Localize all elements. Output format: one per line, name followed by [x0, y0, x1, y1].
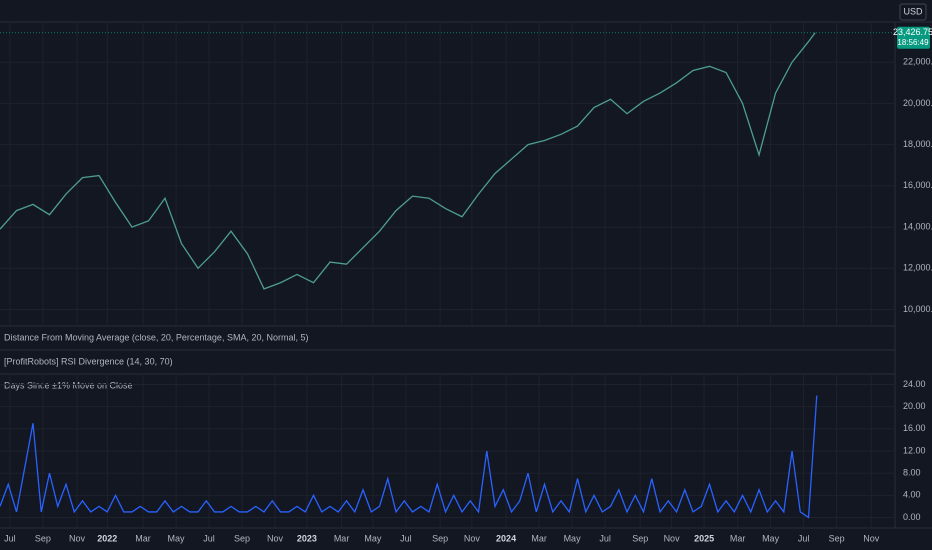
pane-label: Days Since ±1% Move on Close [4, 380, 133, 390]
x-tick-label: May [762, 533, 780, 543]
y-tick-label: 20.00 [903, 401, 926, 411]
x-tick-label: 2022 [97, 533, 117, 543]
y-tick-label: 16,000.00 [903, 180, 932, 190]
x-tick-label: Mar [730, 533, 746, 543]
currency-button[interactable] [899, 3, 927, 21]
x-tick-label: Sep [35, 533, 51, 543]
y-tick-label: 22,000.00 [903, 57, 932, 67]
x-tick-label: May [168, 533, 186, 543]
line [0, 32, 816, 290]
pane-label: [ProfitRobots] RSI Divergence (14, 30, 7… [4, 356, 173, 366]
y-tick-label: 4.00 [903, 490, 921, 500]
x-tick-label: Sep [829, 533, 845, 543]
y-tick-label: 8.00 [903, 468, 921, 478]
x-tick-label: 2023 [297, 533, 317, 543]
x-tick-label: May [564, 533, 582, 543]
x-tick-label: Mar [334, 533, 350, 543]
x-tick-label: Sep [432, 533, 448, 543]
countdown: 18:56:49 [897, 38, 929, 47]
x-tick-label: Mar [531, 533, 547, 543]
y-tick-label: 24.00 [903, 379, 926, 389]
y-tick-label: 20,000.00 [903, 98, 932, 108]
y-tick-label: 10,000.00 [903, 304, 932, 314]
y-tick-label: 16.00 [903, 423, 926, 433]
x-tick-label: Nov [267, 533, 284, 543]
last-price-box [897, 26, 930, 49]
y-tick-label: 12.00 [903, 445, 926, 455]
x-tick-label: Sep [632, 533, 648, 543]
currency[interactable]: USD [903, 6, 923, 16]
x-tick-label: Jul [203, 533, 215, 543]
last-price-label: 23,426.75 [893, 27, 932, 37]
x-tick-label: May [364, 533, 382, 543]
x-tick-label: 2025 [694, 533, 714, 543]
y-tick-label: 12,000.00 [903, 263, 932, 273]
x-tick-label: Nov [863, 533, 880, 543]
pane-label: Distance From Moving Average (close, 20,… [4, 332, 308, 342]
x-tick-label: Nov [69, 533, 86, 543]
y-tick-label: 18,000.00 [903, 139, 932, 149]
x-tick-label: Jul [4, 533, 16, 543]
x-tick-label: Sep [234, 533, 250, 543]
x-tick-label: Jul [798, 533, 810, 543]
x-tick-label: Jul [599, 533, 611, 543]
y-tick-label: 14,000.00 [903, 221, 932, 231]
x-tick-label: Jul [400, 533, 412, 543]
x-tick-label: Nov [664, 533, 681, 543]
y-tick-label: 0.00 [903, 512, 921, 522]
x-tick-label: Mar [135, 533, 151, 543]
line [0, 395, 818, 519]
x-tick-label: Nov [464, 533, 481, 543]
x-tick-label: 2024 [496, 533, 516, 543]
